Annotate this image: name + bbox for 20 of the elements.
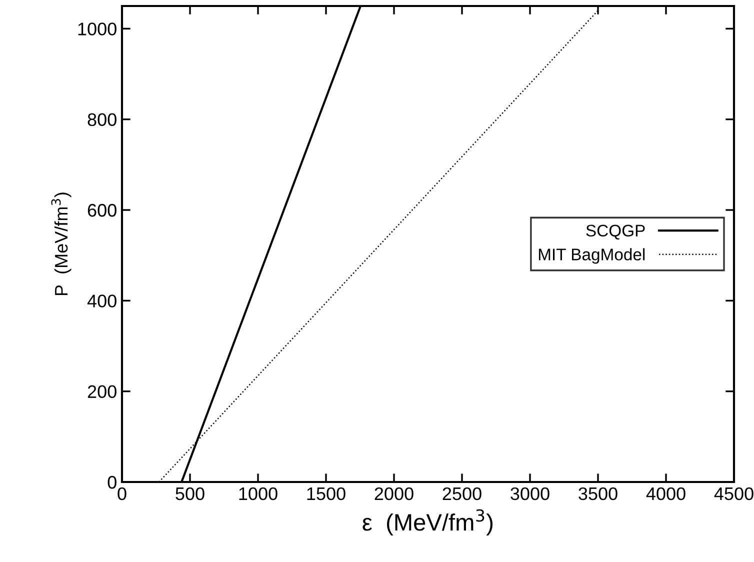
x-tick-label: 1500: [307, 487, 346, 500]
y-tick-label: 800: [88, 113, 116, 126]
y-tick-label: 0: [108, 476, 116, 489]
legend-label: SCQGP: [586, 224, 645, 240]
x-tick-label: 500: [176, 487, 204, 500]
x-tick-label: 3000: [510, 487, 550, 500]
y-tick-label: 1000: [78, 22, 116, 36]
x-tick-label: 2000: [374, 487, 414, 500]
legend-label: MIT BagModel: [538, 248, 645, 264]
x-tick-label: 4500: [714, 487, 754, 500]
y-tick-label: 600: [88, 204, 116, 217]
x-tick-label: 1000: [239, 487, 278, 500]
x-axis-title: ε (MeV/fm$^{3}$): [362, 509, 493, 536]
x-tick-label: 2500: [442, 487, 482, 500]
x-tick-label: 0: [118, 487, 126, 500]
x-tick-label: 3500: [578, 487, 618, 500]
y-axis-title: P (MeV/fm$^{3}$): [51, 192, 72, 296]
y-tick-label: 400: [87, 294, 116, 308]
x-tick-label: 4000: [646, 487, 686, 500]
y-tick-label: 200: [88, 385, 116, 398]
